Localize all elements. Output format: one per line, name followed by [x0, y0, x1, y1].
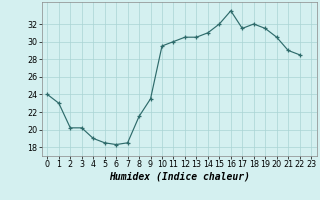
X-axis label: Humidex (Indice chaleur): Humidex (Indice chaleur): [109, 172, 250, 182]
